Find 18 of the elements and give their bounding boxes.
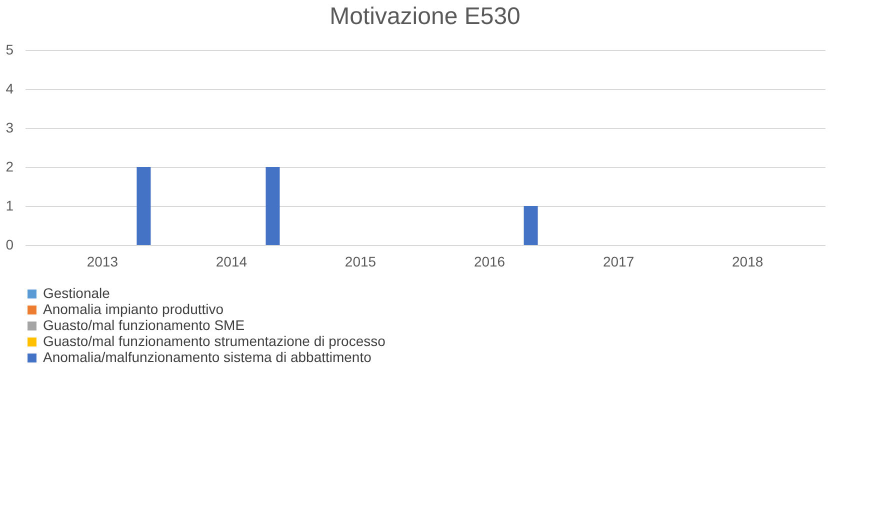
x-tick-label: 2016 <box>474 254 506 270</box>
x-tick-label: 2013 <box>86 254 118 270</box>
x-tick-label: 2014 <box>216 254 248 270</box>
x-tick-label: 2015 <box>344 254 376 270</box>
y-tick-label: 0 <box>6 236 14 252</box>
legend-label: Gestionale <box>43 285 110 301</box>
y-tick-label: 4 <box>6 80 14 96</box>
legend-label: Anomalia/malfunzionamento sistema di abbattimento <box>43 349 372 365</box>
y-tick-label: 5 <box>6 42 14 58</box>
x-tick-label: 2018 <box>732 254 764 270</box>
y-tick-label: 1 <box>6 198 14 214</box>
y-tick-label: 3 <box>6 120 14 136</box>
legend-label: Guasto/mal funzionamento SME <box>43 317 245 333</box>
legend-label: Anomalia impianto produttivo <box>43 301 224 317</box>
chart-title: Motivazione E530 <box>330 3 520 30</box>
y-tick-label: 2 <box>6 158 14 174</box>
legend-label: Guasto/mal funzionamento strumentazione di processo <box>43 333 386 349</box>
x-tick-label: 2017 <box>602 254 634 270</box>
